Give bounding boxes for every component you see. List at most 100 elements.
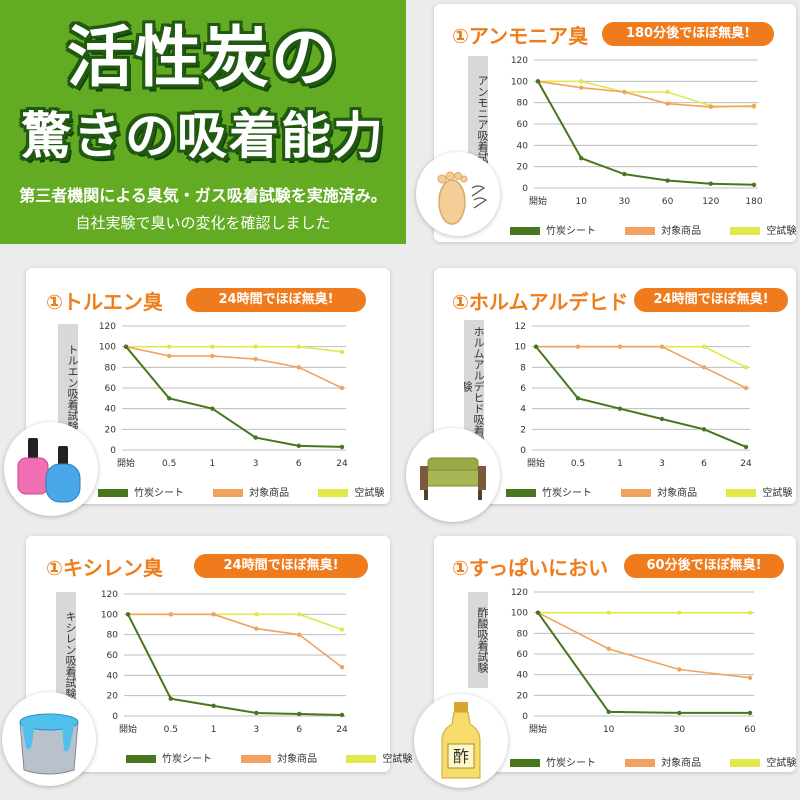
y-tick-label: 40 bbox=[517, 141, 529, 151]
header-banner: 活性炭の 驚きの吸着能力 第三者機関による臭気・ガス吸着試験を実施済み。 自社実… bbox=[0, 0, 406, 244]
legend-label-target: 対象商品 bbox=[661, 226, 702, 237]
series-line-target bbox=[125, 345, 343, 389]
legend-label-bamboo: 竹炭シート bbox=[134, 488, 184, 499]
chart-badge: 24時間でほぼ無臭! bbox=[186, 288, 366, 312]
data-point-target bbox=[575, 344, 581, 349]
line-chart-xylene: 0 20 40 60 80 100 120 開始 0.5 1 3 6 24 bbox=[101, 590, 348, 735]
y-tick-label: 20 bbox=[517, 163, 529, 173]
legend-swatch-target bbox=[621, 489, 652, 497]
legend-item-bamboo: 竹炭シート bbox=[126, 750, 212, 765]
legend-item-target: 対象商品 bbox=[625, 754, 701, 769]
y-tick-label: 0 bbox=[110, 446, 116, 456]
data-point-target bbox=[622, 89, 627, 95]
legend-label-target: 対象商品 bbox=[657, 488, 698, 499]
x-tick-label: 30 bbox=[619, 197, 631, 207]
y-tick-label: 20 bbox=[517, 691, 529, 701]
series-line-bamboo bbox=[537, 80, 755, 186]
data-point-target bbox=[297, 632, 302, 637]
data-point-target bbox=[168, 612, 173, 617]
legend-item-target: 対象商品 bbox=[625, 222, 701, 237]
line-chart-toluene: 0 20 40 60 80 100 120 開始 0.5 1 3 6 24 bbox=[99, 322, 348, 469]
x-tick-label: 60 bbox=[662, 197, 674, 207]
legend-item-target: 対象商品 bbox=[213, 484, 289, 499]
data-point-bamboo bbox=[535, 79, 541, 84]
line-chart-ammonia: 0 20 40 60 80 100 120 開始 10 30 60 120 180 bbox=[511, 56, 763, 207]
data-point-bamboo bbox=[617, 406, 623, 411]
legend-label-blank: 空試験 bbox=[766, 758, 797, 769]
legend-label-bamboo: 竹炭シート bbox=[546, 226, 596, 237]
data-point-blank bbox=[296, 344, 301, 349]
y-tick-label: 20 bbox=[105, 425, 117, 435]
chart-title: ①トルエン臭 bbox=[46, 290, 163, 314]
data-point-target bbox=[617, 344, 623, 349]
x-tick-label: 0.5 bbox=[162, 459, 176, 469]
main-title-line2: 驚きの吸着能力 bbox=[21, 107, 385, 165]
legend-item-blank: 空試験 bbox=[730, 754, 796, 769]
chart-title: ①すっぱいにおい bbox=[452, 556, 609, 580]
y-tick-label: 6 bbox=[520, 384, 526, 394]
legend-item-blank: 空試験 bbox=[346, 750, 412, 765]
chart-badge: 60分後でほぼ無臭! bbox=[624, 554, 784, 578]
chart-legend: 竹炭シート 対象商品 空試験 bbox=[510, 754, 800, 769]
y-tick-label: 80 bbox=[517, 629, 529, 639]
legend-swatch-blank bbox=[318, 489, 349, 497]
y-tick-label: 120 bbox=[511, 588, 528, 598]
legend-label-blank: 空試験 bbox=[762, 488, 793, 499]
data-point-blank bbox=[747, 610, 753, 615]
x-tick-label: 120 bbox=[702, 197, 719, 207]
legend-item-bamboo: 竹炭シート bbox=[510, 754, 596, 769]
y-tick-label: 20 bbox=[107, 692, 119, 702]
legend-swatch-bamboo bbox=[98, 489, 128, 497]
y-tick-label: 0 bbox=[520, 446, 526, 456]
x-tick-label: 60 bbox=[744, 725, 756, 735]
chart-title: ①キシレン臭 bbox=[46, 556, 163, 580]
data-point-bamboo bbox=[253, 435, 258, 440]
y-tick-label: 80 bbox=[107, 631, 119, 641]
y-tick-label: 10 bbox=[515, 343, 527, 353]
legend-swatch-blank bbox=[726, 489, 757, 497]
series-line-target bbox=[537, 80, 755, 108]
main-title-line1: 活性炭の bbox=[67, 19, 339, 96]
legend-item-bamboo: 竹炭シート bbox=[510, 222, 596, 237]
y-tick-label: 0 bbox=[112, 712, 118, 722]
data-point-target bbox=[751, 103, 757, 109]
series-line-bamboo bbox=[535, 346, 747, 448]
y-tick-label: 40 bbox=[517, 671, 529, 681]
data-point-blank bbox=[297, 612, 302, 617]
data-point-bamboo bbox=[659, 416, 665, 422]
x-tick-label: 開始 bbox=[119, 723, 137, 735]
x-tick-label: 24 bbox=[740, 459, 752, 469]
data-point-target bbox=[708, 104, 713, 110]
data-point-blank bbox=[701, 344, 707, 349]
data-point-bamboo bbox=[575, 396, 581, 401]
data-point-target bbox=[339, 665, 345, 670]
y-tick-label: 2 bbox=[520, 425, 526, 435]
x-tick-label: 3 bbox=[659, 459, 665, 469]
y-tick-label: 40 bbox=[107, 671, 119, 681]
series-line-blank bbox=[536, 345, 747, 369]
data-point-target bbox=[677, 667, 682, 672]
legend-item-blank: 空試験 bbox=[730, 222, 796, 237]
subtitle-line1: 第三者機関による臭気・ガス吸着試験を実施済み。 bbox=[19, 186, 387, 205]
data-point-target bbox=[743, 385, 749, 391]
vinegar-label-text: 酢 bbox=[453, 747, 469, 766]
data-point-bamboo bbox=[168, 696, 173, 701]
y-tick-label: 60 bbox=[517, 120, 529, 130]
legend-swatch-blank bbox=[346, 755, 377, 763]
chart-legend: 竹炭シート 対象商品 空試験 bbox=[506, 484, 800, 499]
legend-swatch-bamboo bbox=[506, 489, 536, 497]
y-tick-label: 80 bbox=[517, 99, 529, 109]
data-point-target bbox=[254, 626, 259, 631]
series-line-target bbox=[537, 611, 751, 679]
data-point-bamboo bbox=[296, 443, 301, 449]
chart-badge: 24時間でほぼ無臭! bbox=[634, 288, 788, 312]
paint-bucket-icon bbox=[2, 692, 96, 786]
legend-swatch-blank bbox=[730, 759, 761, 767]
y-tick-label: 120 bbox=[511, 56, 528, 66]
chart-legend: 竹炭シート 対象商品 空試験 bbox=[510, 222, 800, 237]
legend-label-blank: 空試験 bbox=[382, 754, 413, 765]
x-tick-label: 1 bbox=[617, 459, 623, 469]
data-point-target bbox=[296, 365, 301, 370]
legend-label-target: 対象商品 bbox=[249, 488, 290, 499]
x-tick-label: 180 bbox=[745, 197, 762, 207]
